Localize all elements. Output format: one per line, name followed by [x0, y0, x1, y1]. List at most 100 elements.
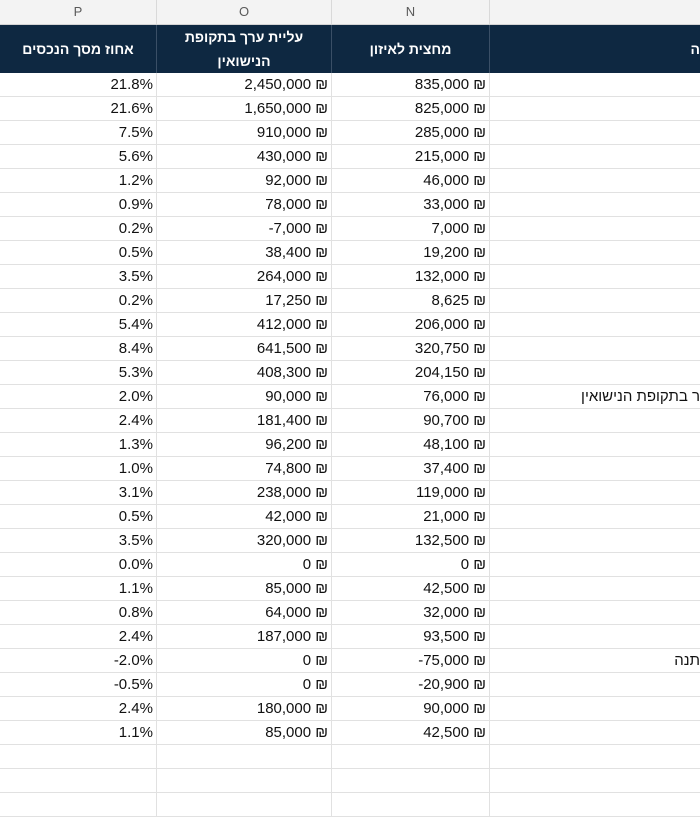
cell-half-balance[interactable]: 119,000 ₪: [332, 481, 490, 504]
cell-half-balance[interactable]: [332, 793, 490, 816]
cell-value-increase[interactable]: 238,000 ₪: [157, 481, 332, 504]
cell-asset-share[interactable]: 5.6%: [0, 145, 157, 168]
cell-value-increase[interactable]: 264,000 ₪: [157, 265, 332, 288]
cell-description[interactable]: [490, 553, 700, 576]
cell-asset-share[interactable]: 2.4%: [0, 409, 157, 432]
cell-value-increase[interactable]: 430,000 ₪: [157, 145, 332, 168]
cell-description[interactable]: [490, 769, 700, 792]
cell-asset-share[interactable]: [0, 793, 157, 816]
header-cell-value-increase[interactable]: עליית ערך בתקופת הנישואין: [157, 25, 332, 73]
cell-asset-share[interactable]: 3.5%: [0, 265, 157, 288]
cell-half-balance[interactable]: -20,900 ₪: [332, 673, 490, 696]
cell-value-increase[interactable]: 85,000 ₪: [157, 721, 332, 744]
cell-half-balance[interactable]: 132,000 ₪: [332, 265, 490, 288]
cell-description[interactable]: [490, 121, 700, 144]
cell-description[interactable]: תנה: [674, 652, 700, 669]
cell-asset-share[interactable]: 0.5%: [0, 241, 157, 264]
cell-asset-share[interactable]: -2.0%: [0, 649, 157, 672]
cell-description[interactable]: [490, 361, 700, 384]
cell-half-balance[interactable]: 215,000 ₪: [332, 145, 490, 168]
cell-asset-share[interactable]: 0.8%: [0, 601, 157, 624]
cell-description[interactable]: [490, 97, 700, 120]
cell-half-balance[interactable]: 19,200 ₪: [332, 241, 490, 264]
cell-asset-share[interactable]: 1.2%: [0, 169, 157, 192]
cell-description[interactable]: [490, 409, 700, 432]
cell-value-increase[interactable]: 0 ₪: [157, 673, 332, 696]
cell-value-increase[interactable]: [157, 793, 332, 816]
cell-value-increase[interactable]: 320,000 ₪: [157, 529, 332, 552]
cell-half-balance[interactable]: 204,150 ₪: [332, 361, 490, 384]
column-header-m[interactable]: [490, 0, 700, 24]
cell-value-increase[interactable]: -7,000 ₪: [157, 217, 332, 240]
column-header-n[interactable]: N: [332, 0, 490, 24]
cell-half-balance[interactable]: 76,000 ₪: [332, 385, 490, 408]
cell-half-balance[interactable]: 8,625 ₪: [332, 289, 490, 312]
cell-asset-share[interactable]: 5.3%: [0, 361, 157, 384]
cell-asset-share[interactable]: 5.4%: [0, 313, 157, 336]
cell-description[interactable]: [490, 577, 700, 600]
cell-half-balance[interactable]: 48,100 ₪: [332, 433, 490, 456]
header-cell-asset-share[interactable]: אחוז מסך הנכסים: [0, 25, 157, 73]
cell-asset-share[interactable]: 1.3%: [0, 433, 157, 456]
cell-value-increase[interactable]: 90,000 ₪: [157, 385, 332, 408]
cell-value-increase[interactable]: 910,000 ₪: [157, 121, 332, 144]
cell-asset-share[interactable]: 3.1%: [0, 481, 157, 504]
cell-asset-share[interactable]: -0.5%: [0, 673, 157, 696]
cell-half-balance[interactable]: 21,000 ₪: [332, 505, 490, 528]
cell-value-increase[interactable]: 85,000 ₪: [157, 577, 332, 600]
cell-asset-share[interactable]: 8.4%: [0, 337, 157, 360]
cell-description[interactable]: [490, 625, 700, 648]
cell-half-balance[interactable]: 90,700 ₪: [332, 409, 490, 432]
cell-asset-share[interactable]: 21.6%: [0, 97, 157, 120]
cell-value-increase[interactable]: 1,650,000 ₪: [157, 97, 332, 120]
cell-description[interactable]: [490, 745, 700, 768]
cell-half-balance[interactable]: 93,500 ₪: [332, 625, 490, 648]
cell-value-increase[interactable]: 187,000 ₪: [157, 625, 332, 648]
column-header-p[interactable]: P: [0, 0, 157, 24]
cell-half-balance[interactable]: 0 ₪: [332, 553, 490, 576]
cell-half-balance[interactable]: 132,500 ₪: [332, 529, 490, 552]
cell-description[interactable]: [490, 73, 700, 96]
cell-asset-share[interactable]: 21.8%: [0, 73, 157, 96]
cell-value-increase[interactable]: 64,000 ₪: [157, 601, 332, 624]
cell-half-balance[interactable]: 42,500 ₪: [332, 577, 490, 600]
cell-half-balance[interactable]: 206,000 ₪: [332, 313, 490, 336]
cell-description[interactable]: [490, 289, 700, 312]
header-cell-half-balance[interactable]: מחצית לאיזון: [332, 25, 490, 73]
cell-description[interactable]: [490, 145, 700, 168]
cell-value-increase[interactable]: 92,000 ₪: [157, 169, 332, 192]
cell-half-balance[interactable]: 320,750 ₪: [332, 337, 490, 360]
cell-description[interactable]: [490, 673, 700, 696]
cell-asset-share[interactable]: 0.2%: [0, 217, 157, 240]
cell-value-increase[interactable]: [157, 769, 332, 792]
cell-half-balance[interactable]: 37,400 ₪: [332, 457, 490, 480]
cell-asset-share[interactable]: 0.9%: [0, 193, 157, 216]
column-header-o[interactable]: O: [157, 0, 332, 24]
cell-value-increase[interactable]: 412,000 ₪: [157, 313, 332, 336]
cell-half-balance[interactable]: 835,000 ₪: [332, 73, 490, 96]
cell-description[interactable]: [490, 529, 700, 552]
cell-description[interactable]: [490, 505, 700, 528]
cell-asset-share[interactable]: 1.0%: [0, 457, 157, 480]
cell-description[interactable]: [490, 169, 700, 192]
cell-description[interactable]: [490, 241, 700, 264]
cell-asset-share[interactable]: 7.5%: [0, 121, 157, 144]
cell-value-increase[interactable]: 17,250 ₪: [157, 289, 332, 312]
cell-value-increase[interactable]: 408,300 ₪: [157, 361, 332, 384]
cell-value-increase[interactable]: 78,000 ₪: [157, 193, 332, 216]
cell-asset-share[interactable]: 0.2%: [0, 289, 157, 312]
cell-description[interactable]: ר בתקופת הנישואין: [581, 388, 700, 405]
cell-asset-share[interactable]: 1.1%: [0, 577, 157, 600]
cell-asset-share[interactable]: 0.0%: [0, 553, 157, 576]
cell-value-increase[interactable]: 2,450,000 ₪: [157, 73, 332, 96]
cell-half-balance[interactable]: -75,000 ₪: [332, 649, 490, 672]
cell-description[interactable]: [490, 193, 700, 216]
cell-half-balance[interactable]: 33,000 ₪: [332, 193, 490, 216]
cell-half-balance[interactable]: 32,000 ₪: [332, 601, 490, 624]
cell-half-balance[interactable]: 285,000 ₪: [332, 121, 490, 144]
header-cell-m[interactable]: ה: [490, 25, 700, 73]
cell-value-increase[interactable]: 74,800 ₪: [157, 457, 332, 480]
cell-half-balance[interactable]: 42,500 ₪: [332, 721, 490, 744]
cell-value-increase[interactable]: 0 ₪: [157, 553, 332, 576]
cell-description[interactable]: [490, 337, 700, 360]
